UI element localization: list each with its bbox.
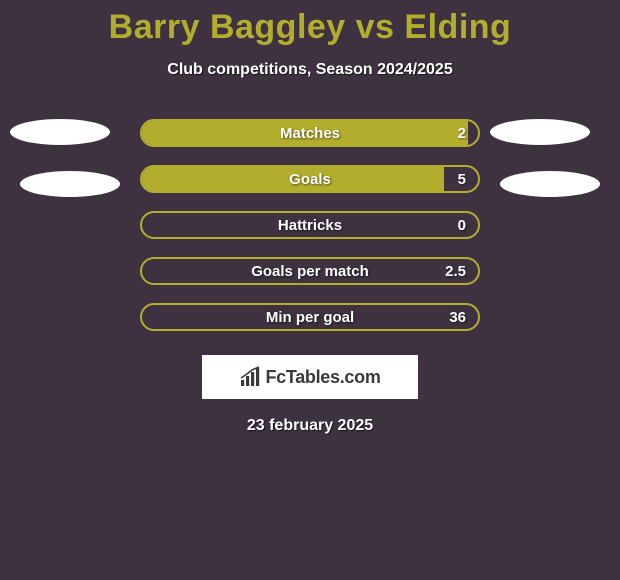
stat-value: 0	[458, 213, 466, 237]
stat-pill: Goals5	[140, 165, 480, 193]
stat-row: Hattricks0	[0, 211, 620, 239]
brand-text: FcTables.com	[265, 367, 380, 388]
stat-label: Matches	[142, 121, 478, 145]
stat-row: Goals per match2.5	[0, 257, 620, 285]
stat-pill: Hattricks0	[140, 211, 480, 239]
stat-value: 2	[458, 121, 466, 145]
stat-pill: Goals per match2.5	[140, 257, 480, 285]
stat-value: 5	[458, 167, 466, 191]
stat-label: Goals	[142, 167, 478, 191]
stat-label: Goals per match	[142, 259, 478, 283]
date-line: 23 february 2025	[0, 417, 620, 435]
stat-pill: Matches2	[140, 119, 480, 147]
bar-chart-icon	[239, 366, 263, 388]
brand-box: FcTables.com	[202, 355, 418, 399]
stat-row: Min per goal36	[0, 303, 620, 331]
stat-row: Matches2	[0, 119, 620, 147]
stat-label: Hattricks	[142, 213, 478, 237]
stat-pill: Min per goal36	[140, 303, 480, 331]
stat-label: Min per goal	[142, 305, 478, 329]
stat-value: 36	[449, 305, 466, 329]
page-title: Barry Baggley vs Elding	[0, 0, 620, 47]
subtitle: Club competitions, Season 2024/2025	[0, 61, 620, 79]
stat-value: 2.5	[445, 259, 466, 283]
stats-area: Matches2Goals5Hattricks0Goals per match2…	[0, 119, 620, 331]
stat-row: Goals5	[0, 165, 620, 193]
